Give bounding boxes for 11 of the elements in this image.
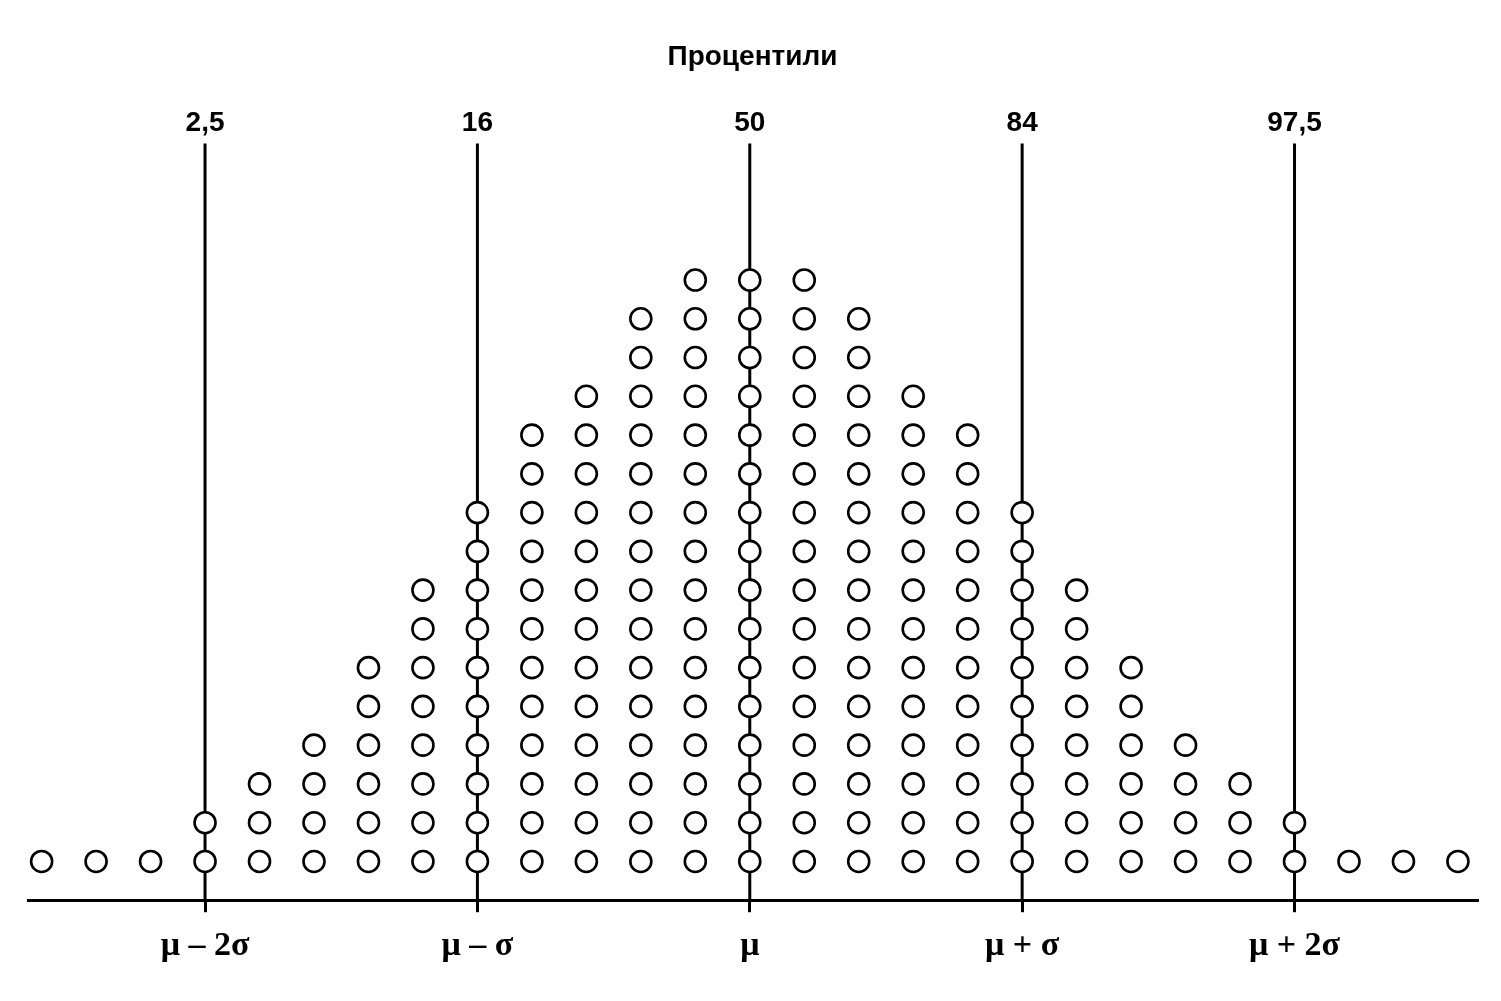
text: 97,5 [1267, 106, 1322, 138]
text: 16 [461, 106, 493, 138]
text: 2,5 [185, 106, 225, 138]
text: 84 [1006, 106, 1039, 138]
x-tick-label: μ + σ [985, 925, 1060, 963]
x-tick-label: μ – 2σ [160, 925, 250, 963]
chart-title: Процентили [667, 39, 838, 71]
x-tick-label: μ [740, 925, 760, 963]
x-tick-label: μ + 2σ [1248, 925, 1341, 963]
x-tick-label: μ – σ [441, 925, 514, 963]
text: 50 [734, 106, 766, 138]
